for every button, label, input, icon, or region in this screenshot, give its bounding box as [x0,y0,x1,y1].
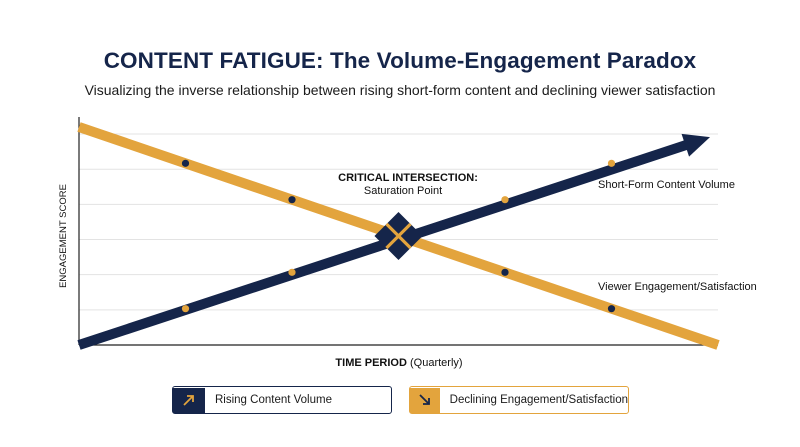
data-point-volume [288,268,296,276]
legend-label: Rising Content Volume [215,394,332,406]
annotation-title: CRITICAL INTERSECTION: [338,172,478,184]
data-point-volume [501,196,509,204]
arrowhead-icon [681,133,710,157]
data-point-engagement [607,305,616,313]
annotation-text: Saturation Point [364,185,442,197]
data-point-engagement [288,196,296,204]
data-point-volume [181,305,190,313]
data-point-engagement [501,268,509,276]
series-label-volume: Short-Form Content Volume [598,179,735,191]
arrow-down-right-icon [410,387,440,413]
chart-title: CONTENT FATIGUE: The Volume-Engagement P… [103,48,697,73]
data-point-volume [607,159,616,167]
x-axis-label: TIME PERIOD (Quarterly) [335,357,462,369]
arrow-up-right-icon [173,387,205,413]
legend-label: Declining Engagement/Satisfaction [449,394,628,406]
legend-item-content-volume: Rising Content Volume [172,386,392,414]
legend-item-engagement: Declining Engagement/Satisfaction [409,386,629,414]
intersection-x-icon [385,222,412,250]
y-axis-label: ENGAGEMENT SCORE [58,184,69,288]
series-label-engagement: Viewer Engagement/Satisfaction [598,281,757,293]
chart-subtitle: Visualizing the inverse relationship bet… [84,82,716,98]
data-point-engagement [181,159,190,167]
